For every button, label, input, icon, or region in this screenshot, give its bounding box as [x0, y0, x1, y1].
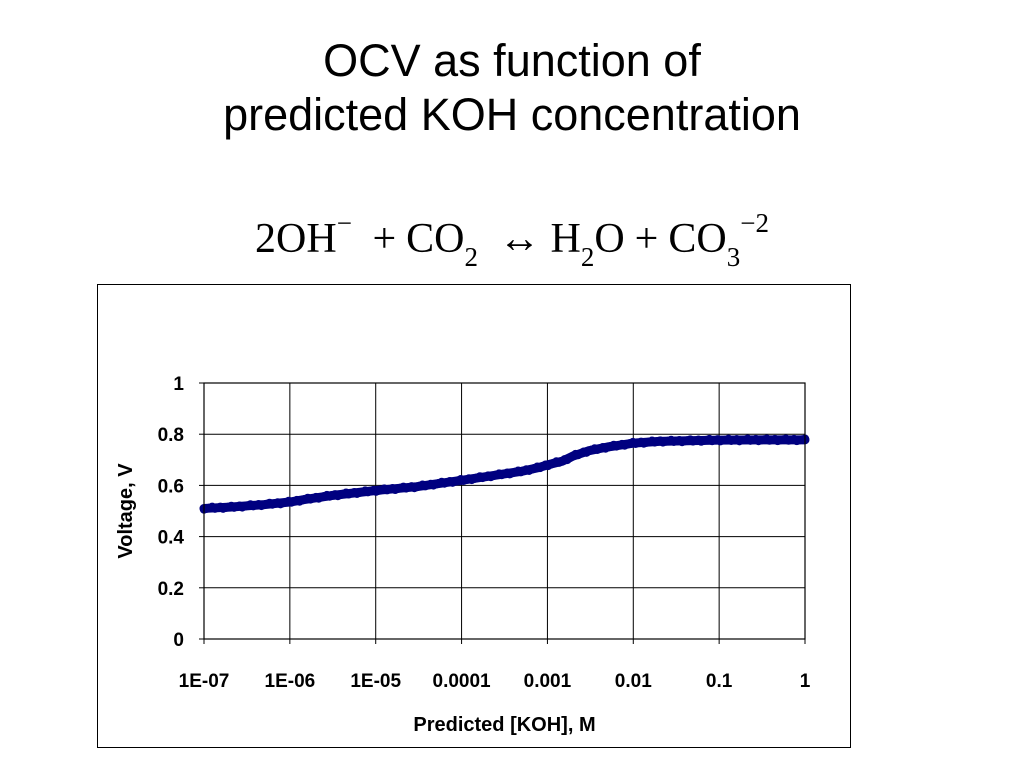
eq-h2o-h: H [550, 216, 581, 262]
x-tick-label: 0.001 [524, 671, 572, 692]
y-tick-label: 0.8 [158, 425, 184, 446]
grid-layer [203, 382, 806, 640]
eq-co2-subscript: 2 [464, 242, 478, 272]
x-tick-label: 0.0001 [433, 671, 492, 692]
label-layer: 1E-07 1E-06 1E-05 0.0001 0.001 0.01 0.1 1 0 0.2 0.… [115, 374, 811, 736]
eq-co3-subscript: 3 [726, 242, 741, 272]
x-axis-label: Predicted [KOH], M [413, 714, 595, 736]
eq-plus-2: + [634, 216, 659, 262]
y-tick-label: 0.2 [158, 579, 184, 600]
eq-plus-1: + [372, 216, 397, 262]
chart-frame: 1E-07 1E-06 1E-05 0.0001 0.001 0.01 0.1 1 0 0.2 0.… [97, 284, 851, 748]
eq-hydroxide-charge: − [336, 208, 352, 238]
y-tick-label: 0.6 [158, 476, 184, 497]
plot-area-border [203, 382, 806, 640]
slide-title: OCV as function of predicted KOH concent… [0, 34, 1024, 142]
eq-h2o-subscript: 2 [580, 242, 595, 272]
eq-co3: CO [668, 216, 727, 262]
y-axis-label: Voltage, V [115, 463, 137, 559]
x-tick-label: 1E-05 [350, 671, 401, 692]
y-tick-label: 1 [173, 374, 184, 395]
eq-h2o-o: O [594, 216, 625, 262]
eq-co3-charge: −2 [740, 208, 769, 238]
x-tick-label: 1 [800, 671, 811, 692]
axis-layer [199, 382, 806, 644]
x-tick-label: 1E-07 [179, 671, 230, 692]
ocv-chart: 1E-07 1E-06 1E-05 0.0001 0.001 0.01 0.1 1 0 0.2 0.… [115, 374, 811, 736]
series-layer [199, 434, 810, 514]
y-tick-label: 0.4 [158, 528, 185, 549]
y-tick-label: 0 [173, 630, 184, 651]
slide-title-line-1: OCV as function of [323, 35, 701, 86]
x-tick-label: 0.01 [615, 671, 652, 692]
eq-arrow: ↔ [498, 216, 541, 262]
x-tick-label: 0.1 [706, 671, 733, 692]
reaction-equation: 2OH− + CO2 ↔ H2O + CO3−2 [0, 188, 1024, 292]
slide-title-line-2: predicted KOH concentration [223, 89, 801, 140]
eq-co2: CO [406, 216, 465, 262]
x-tick-label: 1E-06 [265, 671, 316, 692]
eq-hydroxide: 2OH [255, 216, 337, 262]
